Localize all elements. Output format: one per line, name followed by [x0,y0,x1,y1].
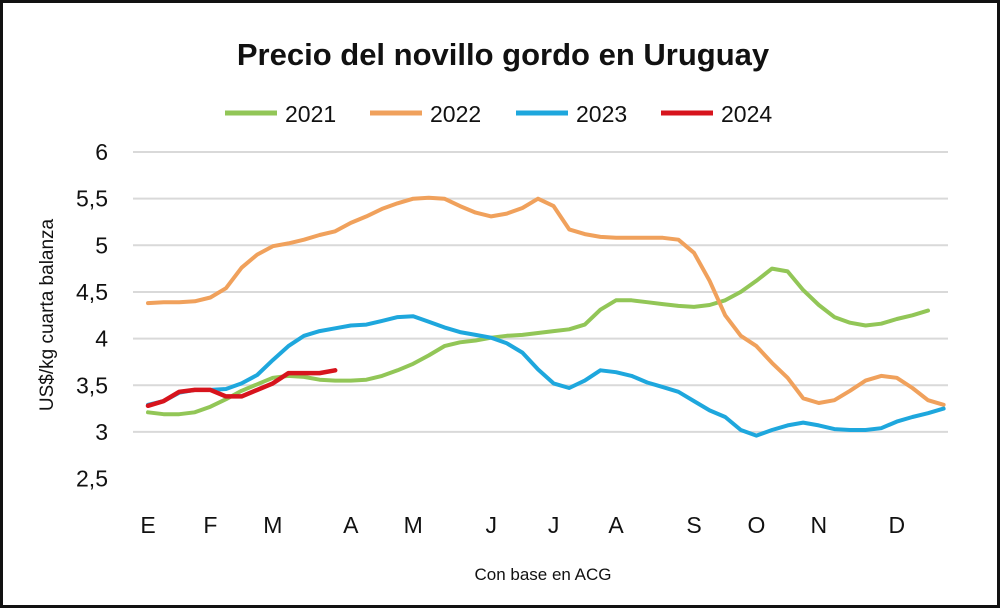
chart-title: Precio del novillo gordo en Uruguay [237,37,770,72]
y-tick-label: 5 [95,232,108,258]
x-tick-label: N [810,512,827,538]
legend-label-2024: 2024 [721,101,772,127]
y-tick-label: 3,5 [76,372,108,398]
legend-label-2022: 2022 [430,101,481,127]
x-tick-label: J [485,512,497,538]
series-line-2022 [146,195,946,407]
y-tick-label: 4,5 [76,279,108,305]
legend-label-2021: 2021 [285,101,336,127]
x-tick-label: A [608,512,624,538]
y-axis-label: US$/kg cuarta balanza [37,218,58,411]
x-tick-label: E [140,512,155,538]
y-tick-label: 6 [95,139,108,165]
x-tick-label: M [404,512,423,538]
y-tick-label: 4 [95,326,108,352]
x-tick-label: F [203,512,217,538]
series-lines [145,195,946,438]
y-tick-label: 5,5 [76,186,108,212]
x-tick-label: S [686,512,701,538]
y-tick-label: 3 [95,419,108,445]
y-tick-label: 2,5 [76,466,108,492]
x-tick-label: A [343,512,359,538]
y-axis-ticks: 2,5 3 3,5 4 4,5 5 5,5 6 [76,139,108,492]
series-line-2024 [145,368,338,409]
x-tick-label: J [548,512,560,538]
series-line-2021 [146,266,930,417]
legend: 2021 2022 2023 2024 [225,101,772,127]
x-tick-label: M [263,512,282,538]
legend-label-2023: 2023 [576,101,627,127]
x-tick-label: O [747,512,765,538]
x-axis-label: Con base en ACG [474,565,611,584]
line-chart: Precio del novillo gordo en Uruguay 2021… [37,37,948,584]
series-line-2023 [146,314,946,438]
x-tick-label: D [888,512,905,538]
